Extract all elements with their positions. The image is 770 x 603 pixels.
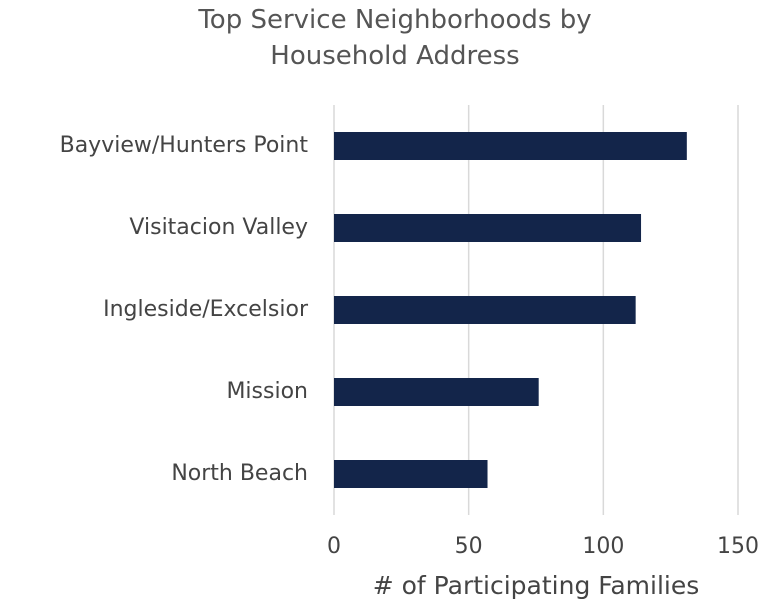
x-axis-label: # of Participating Families xyxy=(373,571,700,600)
x-tick-label: 50 xyxy=(455,534,483,559)
x-tick-label: 0 xyxy=(327,534,341,559)
x-tick-label: 100 xyxy=(582,534,624,559)
bar xyxy=(334,460,488,488)
y-tick-label: Visitacion Valley xyxy=(129,215,308,240)
x-tick-label: 150 xyxy=(717,534,759,559)
chart-title: Top Service Neighborhoods by Household A… xyxy=(198,5,592,71)
y-tick-label: Mission xyxy=(226,379,308,404)
bar xyxy=(334,132,687,160)
bar xyxy=(334,214,642,242)
bar xyxy=(334,378,539,406)
y-tick-label: North Beach xyxy=(171,461,308,486)
y-tick-label: Bayview/Hunters Point xyxy=(60,133,309,158)
bar xyxy=(334,296,636,324)
y-tick-label: Ingleside/Excelsior xyxy=(103,297,309,322)
